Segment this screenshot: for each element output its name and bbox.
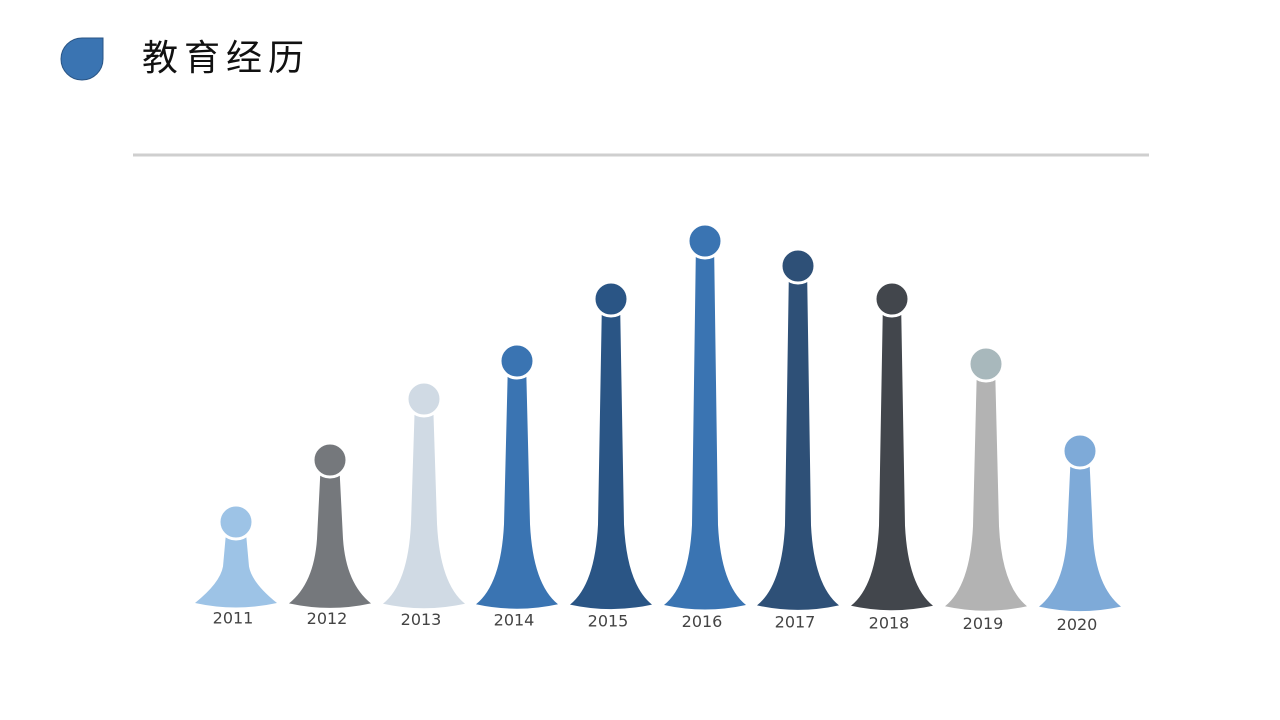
timeline-pillar: [476, 361, 558, 609]
year-label: 2015: [588, 611, 629, 630]
timeline-pillar: [289, 460, 371, 608]
timeline-dot: [873, 280, 911, 318]
timeline-dot: [1061, 432, 1099, 470]
timeline-pillar: [195, 522, 277, 608]
timeline-pillar: [570, 299, 652, 610]
year-label: 2011: [213, 609, 254, 628]
timeline-pillar: [383, 399, 465, 609]
year-label: 2020: [1057, 615, 1098, 634]
timeline-dot: [498, 342, 536, 380]
timeline-dot: [779, 247, 817, 285]
timeline: 2011 2012 2013 2014 2015 2016 2017 2018 2019 2020: [195, 222, 1121, 634]
timeline-dot: [686, 222, 724, 260]
timeline-dot: [967, 345, 1005, 383]
year-label: 2019: [963, 614, 1004, 633]
timeline-pillar: [664, 241, 746, 610]
timeline-dot: [592, 280, 630, 318]
timeline-pillar: [945, 364, 1027, 611]
year-label: 2014: [494, 611, 535, 630]
timeline-dot: [311, 441, 349, 479]
year-label: 2012: [307, 609, 348, 628]
year-label: 2017: [775, 613, 816, 632]
timeline-pillar: [1039, 451, 1121, 612]
timeline-pillar: [757, 266, 839, 610]
timeline-pillar: [851, 299, 933, 611]
year-label: 2016: [682, 612, 723, 631]
slide-title: 教育经历: [142, 38, 310, 79]
title-icon: [60, 37, 104, 81]
timeline-dot: [217, 503, 255, 541]
timeline-dot: [405, 380, 443, 418]
year-label: 2013: [401, 610, 442, 629]
year-label: 2018: [869, 613, 910, 632]
